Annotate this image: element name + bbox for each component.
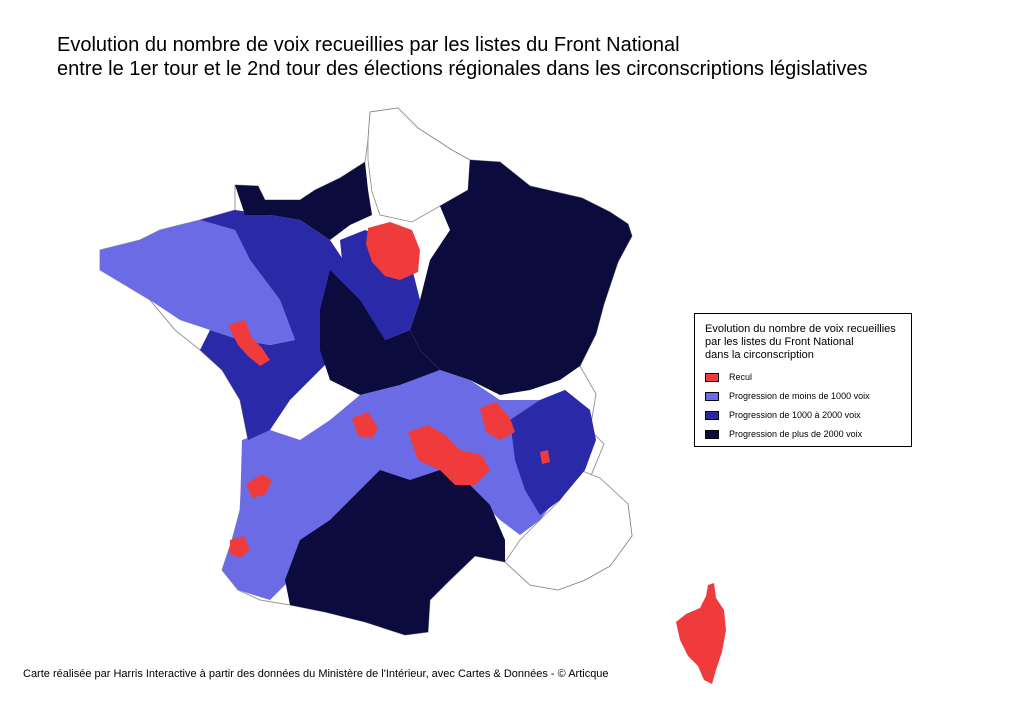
region-red-landes — [230, 536, 250, 558]
map-title-line-1: Evolution du nombre de voix recueillies … — [57, 34, 680, 56]
region-red-paris-east — [366, 222, 420, 280]
region-dark-normandy — [235, 162, 372, 240]
region-dark-south — [285, 470, 505, 635]
region-red-bordeaux — [246, 474, 272, 498]
region-red-loire — [228, 320, 270, 366]
map-title-line-2: entre le 1er tour et le 2nd tour des éle… — [57, 58, 868, 80]
legend-swatch-1000-2000 — [705, 410, 719, 420]
region-red-limousin — [352, 412, 378, 438]
source-credit: Carte réalisée par Harris Interactive à … — [23, 668, 609, 680]
map-title: Evolution du nombre de voix recueillies … — [57, 33, 867, 81]
legend-swatch-moins-1000 — [705, 391, 719, 401]
region-red-drome — [540, 450, 550, 464]
legend-title: Evolution du nombre de voix recueillies … — [705, 323, 896, 362]
region-mid-blue-alps — [510, 390, 596, 515]
region-red-corsica — [676, 583, 726, 684]
region-red-lyon — [480, 402, 515, 440]
legend-item-recul: Recul — [705, 371, 752, 383]
legend-title-line-1: Evolution du nombre de voix recueillies — [705, 323, 896, 335]
legend-label-1000-2000: Progression de 1000 à 2000 voix — [729, 410, 861, 420]
region-red-massif — [408, 425, 490, 485]
legend-swatch-plus-2000 — [705, 429, 719, 439]
legend-item-plus-2000: Progression de plus de 2000 voix — [705, 428, 862, 440]
map-legend: Evolution du nombre de voix recueillies … — [694, 313, 912, 447]
region-dark-centre — [320, 270, 440, 395]
legend-item-1000-2000: Progression de 1000 à 2000 voix — [705, 409, 861, 421]
legend-item-moins-1000: Progression de moins de 1000 voix — [705, 390, 870, 402]
region-dark-northeast — [410, 160, 632, 395]
region-mid-blue-west — [200, 210, 360, 440]
legend-label-moins-1000: Progression de moins de 1000 voix — [729, 391, 870, 401]
legend-label-recul: Recul — [729, 372, 753, 382]
legend-swatch-recul — [705, 372, 719, 382]
region-light-blue-brittany — [100, 220, 295, 345]
legend-label-plus-2000: Progression de plus de 2000 voix — [729, 429, 863, 439]
legend-title-line-2: par les listes du Front National — [705, 336, 854, 348]
legend-title-line-3: dans la circonscription — [705, 349, 814, 361]
